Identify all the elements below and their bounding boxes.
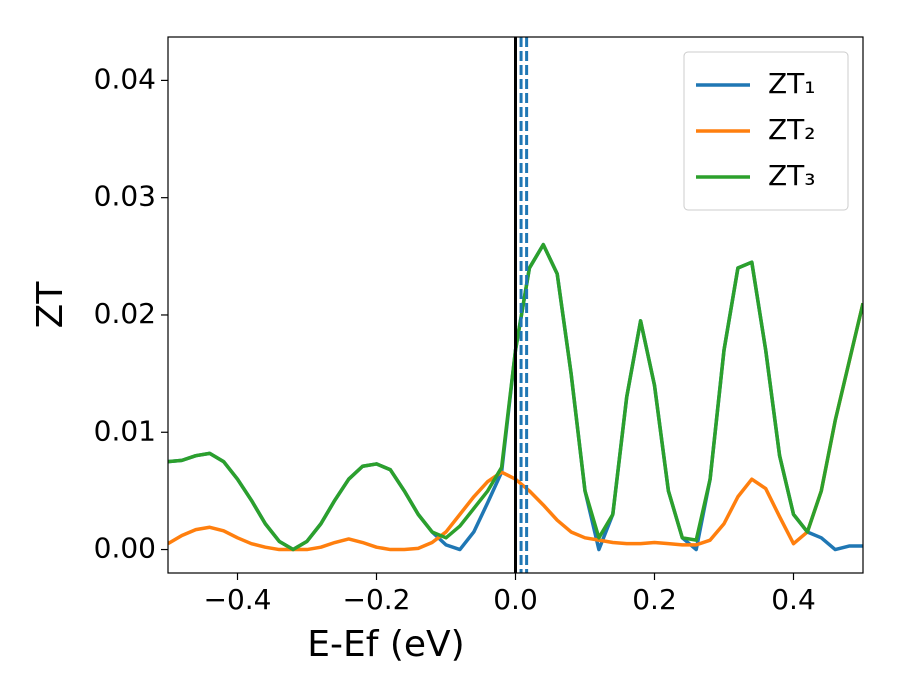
legend-label: ZT₁ — [768, 67, 816, 100]
y-tick-label: 0.04 — [94, 62, 156, 95]
y-tick-label: 0.00 — [94, 532, 156, 565]
legend-label: ZT₂ — [768, 113, 816, 146]
legend-box — [683, 51, 849, 211]
legend-label: ZT₃ — [768, 159, 816, 192]
x-tick-label: 0.0 — [493, 583, 538, 616]
y-axis-label: ZT — [30, 281, 71, 329]
x-tick-label: −0.4 — [204, 583, 272, 616]
x-tick-label: 0.4 — [771, 583, 816, 616]
y-tick-label: 0.01 — [94, 414, 156, 447]
x-tick-label: 0.2 — [632, 583, 677, 616]
x-tick-label: −0.2 — [343, 583, 411, 616]
x-axis-label: E-Ef (eV) — [307, 624, 464, 665]
y-tick-label: 0.02 — [94, 297, 156, 330]
y-tick-label: 0.03 — [94, 180, 156, 213]
plot-frame — [167, 36, 864, 574]
